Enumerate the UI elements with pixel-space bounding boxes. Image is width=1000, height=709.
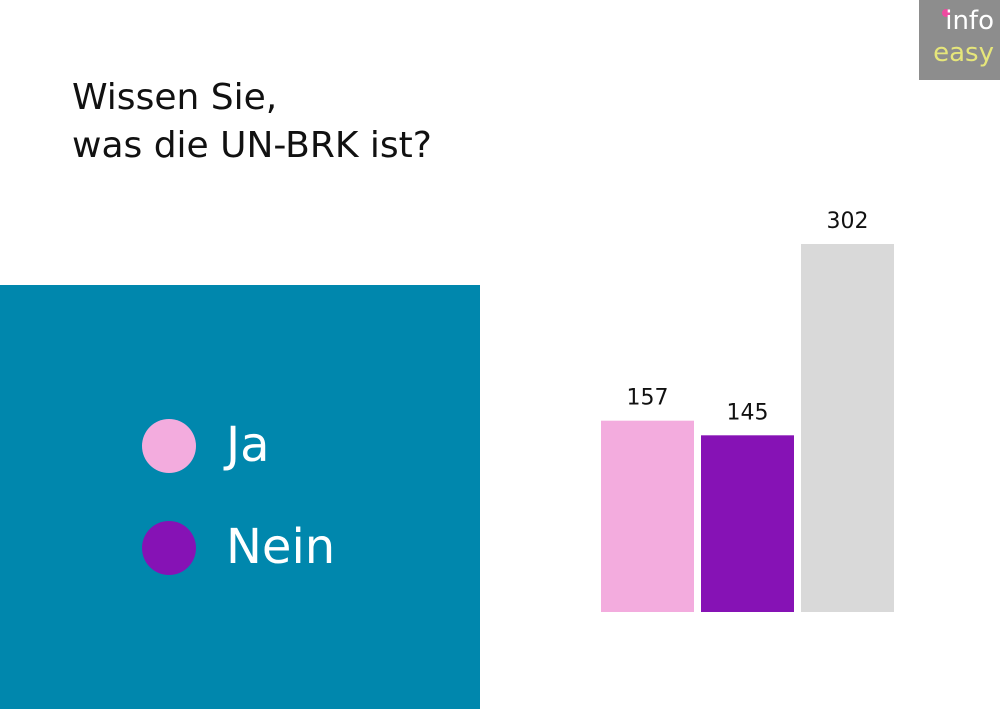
bar-nein — [701, 435, 794, 612]
infoeasy-logo: info easy — [919, 0, 1000, 80]
logo-text-easy: easy — [933, 38, 994, 68]
bar-ja — [601, 420, 694, 612]
legend-label-ja: Ja — [226, 417, 270, 473]
legend-swatch-ja — [142, 419, 196, 473]
logo-dot-icon — [942, 9, 950, 17]
legend-panel: Ja Nein — [0, 285, 480, 709]
chart-title: Wissen Sie, was die UN-BRK ist? — [72, 74, 432, 170]
bar-value-label-total: 302 — [827, 209, 869, 234]
legend-swatch-nein — [142, 521, 196, 575]
title-line-1: Wissen Sie, — [72, 77, 278, 118]
bar-value-label-nein: 145 — [727, 400, 769, 425]
title-line-2: was die UN-BRK ist? — [72, 125, 432, 166]
bar-total — [801, 244, 894, 612]
logo-text-info: info — [945, 6, 994, 36]
bar-value-label-ja: 157 — [627, 386, 669, 411]
legend-label-nein: Nein — [226, 519, 336, 575]
